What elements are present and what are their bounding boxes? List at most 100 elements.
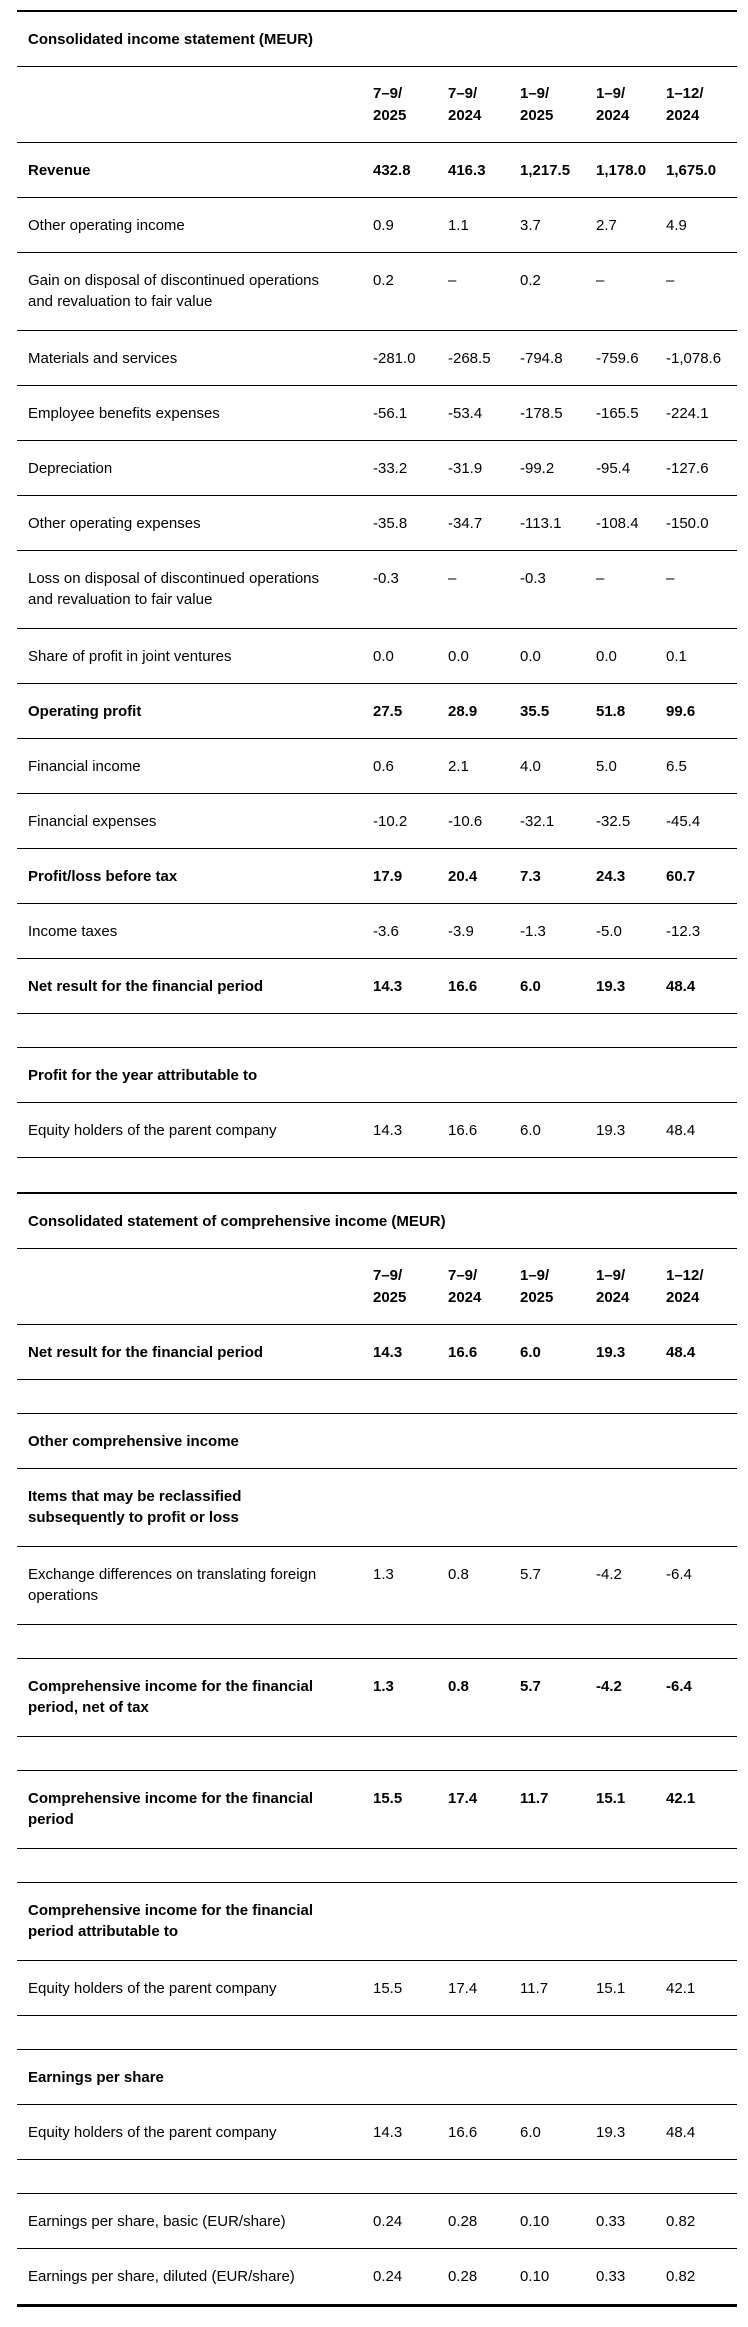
table-row: Exchange differences on translating fore… bbox=[17, 1547, 737, 1625]
row-value: 0.82 bbox=[666, 2268, 696, 2285]
row-label: Comprehensive income for the financial p… bbox=[28, 1902, 314, 1940]
row-value: -95.4 bbox=[596, 459, 631, 477]
row-label: Revenue bbox=[28, 161, 91, 179]
row-label: Operating profit bbox=[28, 702, 142, 720]
row-value: 15.5 bbox=[373, 1979, 403, 1997]
row-value: 99.6 bbox=[666, 702, 696, 720]
row-value: -127.6 bbox=[666, 459, 709, 477]
table-row: Comprehensive income for the financial p… bbox=[17, 1659, 737, 1737]
row-value: 0.24 bbox=[373, 2212, 403, 2230]
row-value: 1.1 bbox=[448, 216, 469, 234]
row-value: – bbox=[596, 272, 605, 289]
row-value: -1,078.6 bbox=[666, 349, 722, 367]
row-value: 19.3 bbox=[596, 1121, 626, 1139]
row-value: -56.1 bbox=[373, 404, 408, 422]
row-value: -759.6 bbox=[596, 349, 639, 367]
column-header-row: 7–9/2025 7–9/2024 1–9/2025 1–9/2024 1–12/202… bbox=[17, 67, 737, 143]
row-value: – bbox=[448, 570, 457, 587]
row-value: 11.7 bbox=[520, 1979, 549, 1997]
row-value: 0.0 bbox=[448, 647, 469, 665]
comprehensive-income-rows: 7–9/2025 7–9/2024 1–9/2025 1–9/2024 1–12/202… bbox=[17, 1249, 737, 2304]
spacer-row bbox=[17, 2016, 737, 2050]
row-label: Financial expenses bbox=[28, 812, 157, 830]
table-row: Other operating expenses -35.8 -34.7 -113.1… bbox=[17, 496, 737, 551]
row-label: Equity holders of the parent company bbox=[28, 1979, 277, 1997]
table-row: Other operating income 0.9 1.1 3.7 2.7 4.9 bbox=[17, 198, 737, 253]
row-label: Equity holders of the parent company bbox=[28, 2123, 277, 2141]
row-value: 48.4 bbox=[666, 977, 696, 995]
column-header: 7–9/2024 bbox=[448, 1266, 482, 1306]
row-value: 4.0 bbox=[520, 757, 541, 775]
row-label: Earnings per share, diluted (EUR/share) bbox=[28, 2268, 295, 2285]
row-value: 0.6 bbox=[373, 757, 394, 775]
row-value: 1,675.0 bbox=[666, 161, 717, 179]
row-value: 432.8 bbox=[373, 161, 411, 179]
row-value: -32.1 bbox=[520, 812, 555, 830]
income-statement-rows: 7–9/2025 7–9/2024 1–9/2025 1–9/2024 1–12/202… bbox=[17, 67, 737, 1158]
row-value: 0.0 bbox=[373, 647, 394, 665]
row-value: 16.6 bbox=[448, 2123, 478, 2141]
row-value: 5.0 bbox=[596, 757, 617, 775]
row-value: 5.7 bbox=[520, 1678, 541, 1695]
row-value: 16.6 bbox=[448, 1121, 478, 1139]
spacer-row bbox=[17, 2160, 737, 2194]
table-row: Financial expenses -10.2 -10.6 -32.1 -32.5 -4… bbox=[17, 794, 737, 849]
table-title-row: Consolidated income statement (MEUR) bbox=[17, 12, 737, 67]
income-statement-table: Consolidated income statement (MEUR) 7–9… bbox=[17, 10, 737, 1158]
table-row: Income taxes -3.6 -3.9 -1.3 -5.0 -12.3 bbox=[17, 904, 737, 959]
row-value: 0.9 bbox=[373, 216, 394, 234]
table-row: Loss on disposal of discontinued operati… bbox=[17, 551, 737, 629]
row-value: -6.4 bbox=[666, 1678, 692, 1695]
row-value: 0.2 bbox=[520, 272, 541, 289]
table-row: Materials and services -281.0 -268.5 -794.8… bbox=[17, 331, 737, 386]
row-label: Employee benefits expenses bbox=[28, 404, 220, 422]
row-label: Net result for the financial period bbox=[28, 977, 264, 995]
row-label: Items that may be reclassified subsequen… bbox=[28, 1488, 242, 1526]
table-row: Depreciation -33.2 -31.9 -99.2 -95.4 -127.6 bbox=[17, 441, 737, 496]
row-label: Income taxes bbox=[28, 922, 118, 940]
spacer-row bbox=[17, 1014, 737, 1048]
column-header: 1–9/2024 bbox=[596, 1266, 630, 1306]
row-value: 3.7 bbox=[520, 216, 541, 234]
row-value: 5.7 bbox=[520, 1566, 541, 1583]
row-value: -32.5 bbox=[596, 812, 631, 830]
row-value: 16.6 bbox=[448, 977, 478, 995]
row-value: 0.10 bbox=[520, 2268, 550, 2285]
row-value: 42.1 bbox=[666, 1790, 696, 1807]
table-row: Earnings per share, basic (EUR/share) 0.2… bbox=[17, 2194, 737, 2249]
row-value: 0.8 bbox=[448, 1678, 469, 1695]
column-header: 7–9/2025 bbox=[373, 1266, 407, 1306]
table-row: Comprehensive income for the financial p… bbox=[17, 1883, 737, 1961]
row-value: -34.7 bbox=[448, 514, 483, 532]
row-label: Comprehensive income for the financial p… bbox=[28, 1678, 314, 1716]
row-label: Earnings per share bbox=[28, 2068, 164, 2086]
table-row: Comprehensive income for the financial p… bbox=[17, 1771, 737, 1849]
row-label: Loss on disposal of discontinued operati… bbox=[28, 570, 320, 608]
row-label: Materials and services bbox=[28, 349, 178, 367]
row-label: Comprehensive income for the financial p… bbox=[28, 1790, 314, 1828]
row-value: 6.0 bbox=[520, 1343, 541, 1361]
row-label: Depreciation bbox=[28, 459, 113, 477]
row-value: -4.2 bbox=[596, 1566, 622, 1583]
row-value: 6.5 bbox=[666, 757, 687, 775]
row-value: 42.1 bbox=[666, 1979, 696, 1997]
column-header: 1–12/2024 bbox=[666, 1266, 704, 1306]
row-label: Gain on disposal of discontinued operati… bbox=[28, 272, 320, 310]
row-value: -113.1 bbox=[520, 514, 562, 532]
row-value: 48.4 bbox=[666, 1343, 696, 1361]
row-label: Other comprehensive income bbox=[28, 1432, 239, 1450]
row-value: 4.9 bbox=[666, 216, 687, 234]
row-value: -178.5 bbox=[520, 404, 563, 422]
row-value: 1.3 bbox=[373, 1678, 394, 1695]
table-row: Equity holders of the parent company 14.3… bbox=[17, 2105, 737, 2160]
row-value: 0.8 bbox=[448, 1566, 469, 1583]
row-value: -281.0 bbox=[373, 349, 416, 367]
row-value: 1,178.0 bbox=[596, 161, 647, 179]
table-row: Revenue 432.8 416.3 1,217.5 1,178.0 1,675.0 bbox=[17, 143, 737, 198]
row-value: 0.33 bbox=[596, 2268, 626, 2285]
row-value: – bbox=[596, 570, 605, 587]
row-value: -6.4 bbox=[666, 1566, 692, 1583]
row-label: Net result for the financial period bbox=[28, 1343, 264, 1361]
spacer-row bbox=[17, 1737, 737, 1771]
table-row: Operating profit 27.5 28.9 35.5 51.8 99.6 bbox=[17, 684, 737, 739]
